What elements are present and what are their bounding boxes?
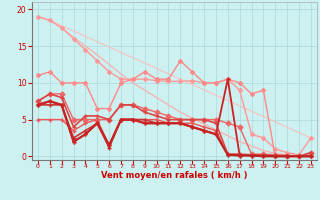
X-axis label: Vent moyen/en rafales ( km/h ): Vent moyen/en rafales ( km/h ): [101, 171, 248, 180]
